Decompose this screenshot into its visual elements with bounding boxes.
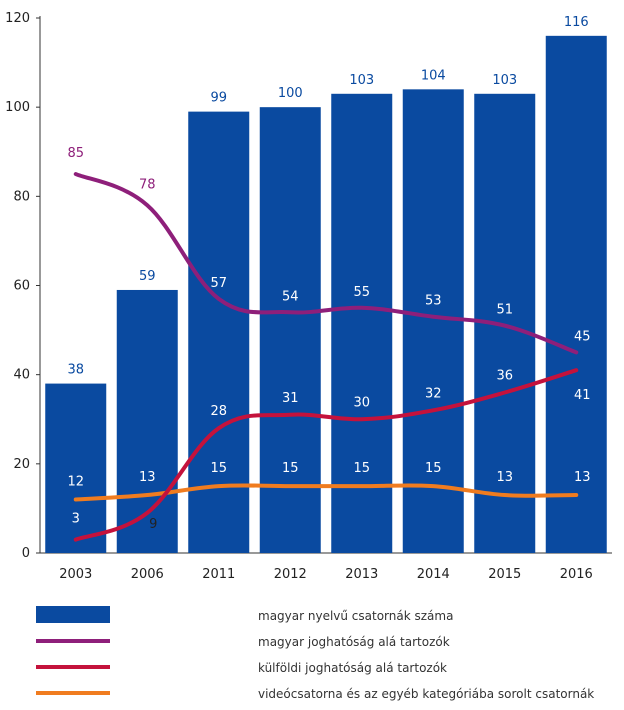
y-tick-label: 120 [5,11,30,26]
foreign-value-label: 9 [149,517,157,532]
domestic-value-label: 53 [425,294,442,309]
foreign-value-label: 3 [72,512,80,527]
domestic-value-label: 78 [139,177,156,192]
legend-label-foreign: külföldi joghatóság alá tartozók [258,661,448,675]
video-value-label: 15 [282,461,299,476]
bar-value-label: 103 [349,73,374,88]
video-value-label: 13 [139,470,156,485]
bar [188,111,250,553]
domestic-value-label: 54 [282,289,299,304]
legend-item-domestic: magyar joghatóság alá tartozók [36,632,596,658]
axes: 0 20 40 60 80 100 120 2003 2006 2011 2012 2013 2014 2… [5,11,612,582]
legend-label-domestic: magyar joghatóság alá tartozók [258,635,450,649]
x-tick-label: 2006 [131,567,164,582]
domestic-value-label: 45 [574,329,591,344]
line-video [73,483,579,502]
foreign-value-label: 30 [353,395,370,410]
x-tick-label: 2015 [488,567,521,582]
video-value-label: 13 [574,470,591,485]
video-value-label: 15 [210,461,227,476]
bar [116,289,178,553]
foreign-value-label: 31 [282,391,299,406]
legend: magyar nyelvű csatornák száma magyar jog… [36,606,596,710]
bar [259,107,321,554]
legend-label-bar: magyar nyelvű csatornák száma [258,609,454,623]
bar [331,93,393,554]
legend-item-bar: magyar nyelvű csatornák száma [36,606,596,632]
legend-swatch-foreign [36,665,110,669]
foreign-value-label: 28 [210,404,227,419]
foreign-value-label: 41 [574,388,591,403]
domestic-value-label: 55 [353,285,370,300]
domestic-value-label: 57 [210,276,227,291]
legend-item-video: videócsatorna és az egyéb kategóriába so… [36,684,596,710]
legend-label-video: videócsatorna és az egyéb kategóriába so… [258,687,595,701]
bar [45,383,107,553]
y-tick-label: 100 [5,100,30,115]
x-tick-label: 2003 [59,567,92,582]
legend-swatch-domestic [36,639,110,643]
domestic-value-label: 51 [496,303,513,318]
y-tick-label: 40 [13,368,30,383]
line-domestic [73,172,579,355]
legend-swatch-bar [36,606,110,623]
domestic-value-label: 85 [67,146,84,161]
x-tick-label: 2011 [202,567,235,582]
bar-value-label: 59 [139,269,156,284]
y-tick-label: 60 [13,279,30,294]
y-tick-label: 20 [13,457,30,472]
bar-value-label: 99 [210,91,227,106]
video-value-label: 13 [496,470,513,485]
x-tick-label: 2013 [345,567,378,582]
lines [73,172,579,542]
line-foreign [73,368,579,542]
legend-item-foreign: külföldi joghatóság alá tartozók [36,658,596,684]
foreign-value-label: 36 [496,369,513,384]
bar-value-label: 103 [492,73,517,88]
chart: 0 20 40 60 80 100 120 2003 2006 2011 2012 2013 2014 2… [5,11,612,582]
video-value-label: 12 [67,475,84,490]
video-value-label: 15 [353,461,370,476]
bar-value-label: 104 [421,68,446,83]
bar [545,35,607,554]
x-tick-label: 2014 [417,567,450,582]
bar-value-label: 116 [564,15,589,30]
y-tick-label: 0 [22,546,30,561]
x-tick-label: 2012 [274,567,307,582]
foreign-value-label: 32 [425,386,442,401]
bars [45,35,607,554]
bar-value-label: 38 [67,363,84,378]
legend-swatch-video [36,691,110,695]
bar [402,89,464,553]
video-value-label: 15 [425,461,442,476]
x-tick-label: 2016 [560,567,593,582]
y-tick-label: 80 [13,189,30,204]
bar-value-label: 100 [278,86,303,101]
